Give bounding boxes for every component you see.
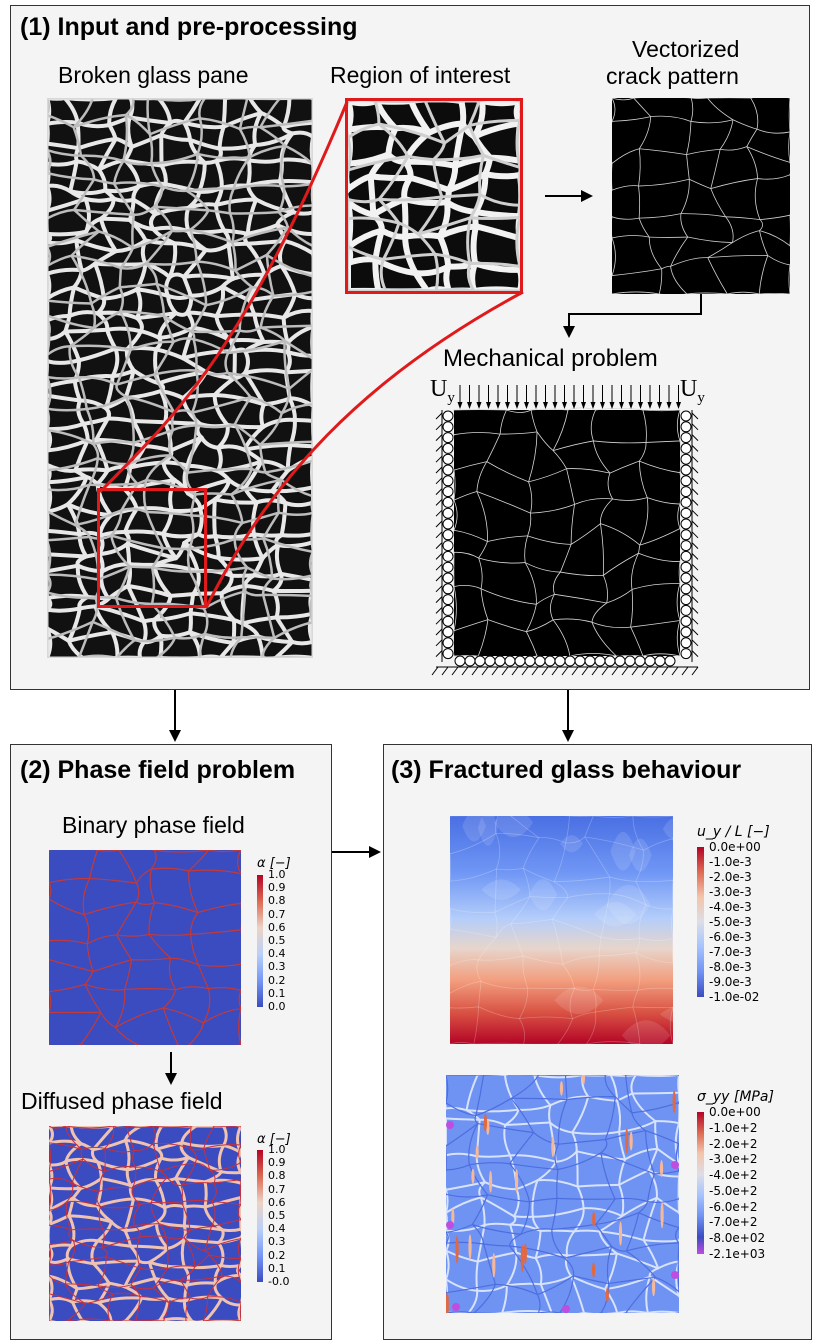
stress-colorbar <box>697 1112 704 1254</box>
panel2-title: (2) Phase field problem <box>20 756 296 784</box>
colorbar-tick: 0.8 <box>268 1169 286 1183</box>
cbar1-title: α [−] <box>257 856 291 871</box>
colorbar-tick: 0.0 <box>268 1000 286 1013</box>
arrow-to-vector <box>545 190 593 202</box>
stress-cbar-title: σ_yy [MPa] <box>697 1089 774 1105</box>
stress-field-image <box>446 1075 679 1313</box>
disp-colorbar <box>697 847 704 997</box>
colorbar-tick: -0.0 <box>268 1275 290 1288</box>
colorbar-tick: 0.6 <box>268 1195 286 1209</box>
colorbar-tick: -8.0e-3 <box>709 960 752 974</box>
cbar2-title: α [−] <box>257 1132 291 1147</box>
colorbar-tick: -1.0e-02 <box>709 990 760 1004</box>
vector-crack-image <box>612 98 790 294</box>
colorbar-tick: 0.7 <box>268 907 286 921</box>
colorbar-tick: -6.0e-3 <box>709 930 752 944</box>
colorbar-tick: 1.0 <box>268 1143 286 1156</box>
binary-phase-image <box>49 850 241 1045</box>
colorbar-tick: -2.0e-3 <box>709 870 752 884</box>
colorbar-tick: -8.0e+02 <box>709 1231 766 1246</box>
colorbar-tick: -3.0e+2 <box>709 1152 758 1167</box>
arrow-to-panel3 <box>332 846 381 858</box>
colorbar-tick: 0.3 <box>268 960 286 974</box>
phase-colorbar-2 <box>257 1150 263 1282</box>
mechanical-label: Mechanical problem <box>443 345 658 372</box>
colorbar-tick: -7.0e-3 <box>709 945 752 959</box>
panel1-title: (1) Input and pre-processing <box>20 13 358 41</box>
colorbar-tick: -3.0e-3 <box>709 885 752 899</box>
colorbar-tick: 0.2 <box>268 1248 286 1262</box>
disp-cbar-title: u_y / L [−] <box>697 824 770 840</box>
broken-glass-image <box>47 98 313 658</box>
colorbar-tick: 0.4 <box>268 1222 286 1236</box>
binary-phase-label: Binary phase field <box>62 812 245 838</box>
colorbar-tick: 0.0e+00 <box>709 1105 761 1119</box>
colorbar-tick: 0.8 <box>268 894 286 908</box>
uy-right-label: Uy <box>680 376 705 406</box>
colorbar-tick: 0.1 <box>268 986 286 1000</box>
colorbar-tick: -5.0e+2 <box>709 1183 758 1198</box>
roi-zoom-image <box>345 98 523 294</box>
colorbar-tick: -4.0e+2 <box>709 1168 758 1183</box>
colorbar-tick: -9.0e-3 <box>709 975 752 989</box>
colorbar-tick: -2.0e+2 <box>709 1136 758 1151</box>
colorbar-tick: -2.1e+03 <box>709 1247 766 1261</box>
arrow-to-phase-field <box>169 690 181 742</box>
colorbar-tick: -1.0e-3 <box>709 855 752 869</box>
colorbar-tick: 0.1 <box>268 1261 286 1275</box>
uy-left-label: Uy <box>430 376 455 406</box>
colorbar-tick: 0.5 <box>268 1209 286 1222</box>
colorbar-tick: -7.0e+2 <box>709 1215 758 1230</box>
arrow-to-mechanical <box>563 294 702 338</box>
colorbar-tick: -5.0e-3 <box>709 915 752 929</box>
colorbar-tick: -6.0e+2 <box>709 1199 758 1214</box>
colorbar-tick: 0.4 <box>268 947 286 961</box>
colorbar-tick: 0.7 <box>268 1182 286 1196</box>
colorbar-tick: 0.3 <box>268 1235 286 1249</box>
diffused-phase-image <box>49 1126 241 1321</box>
colorbar-tick: 0.2 <box>268 973 286 987</box>
colorbar-tick: -4.0e-3 <box>709 900 752 914</box>
roi-connector-lines <box>98 101 524 609</box>
displacement-field-image <box>450 816 673 1044</box>
colorbar-tick: 0.9 <box>268 881 286 895</box>
broken-glass-label: Broken glass pane <box>58 62 249 88</box>
roi-box-small <box>97 488 207 608</box>
colorbar-tick: 0.6 <box>268 920 286 934</box>
phase-colorbar-1 <box>257 875 263 1007</box>
panel3-title: (3) Fractured glass behaviour <box>391 756 742 784</box>
diffused-phase-label: Diffused phase field <box>21 1088 223 1114</box>
colorbar-tick: -1.0e+2 <box>709 1120 758 1135</box>
colorbar-tick: 0.5 <box>268 934 286 947</box>
vector-label-line2: crack pattern <box>606 63 739 89</box>
arrow-to-fractured <box>562 690 574 742</box>
arrow-binary-to-diffused <box>165 1052 177 1085</box>
colorbar-tick: 1.0 <box>268 868 286 881</box>
roi-label: Region of interest <box>330 62 511 88</box>
colorbar-tick: 0.9 <box>268 1156 286 1170</box>
colorbar-tick: 0.0e+00 <box>709 840 761 854</box>
mechanical-problem-diagram <box>431 385 699 676</box>
vector-label-line1: Vectorized <box>632 36 740 62</box>
